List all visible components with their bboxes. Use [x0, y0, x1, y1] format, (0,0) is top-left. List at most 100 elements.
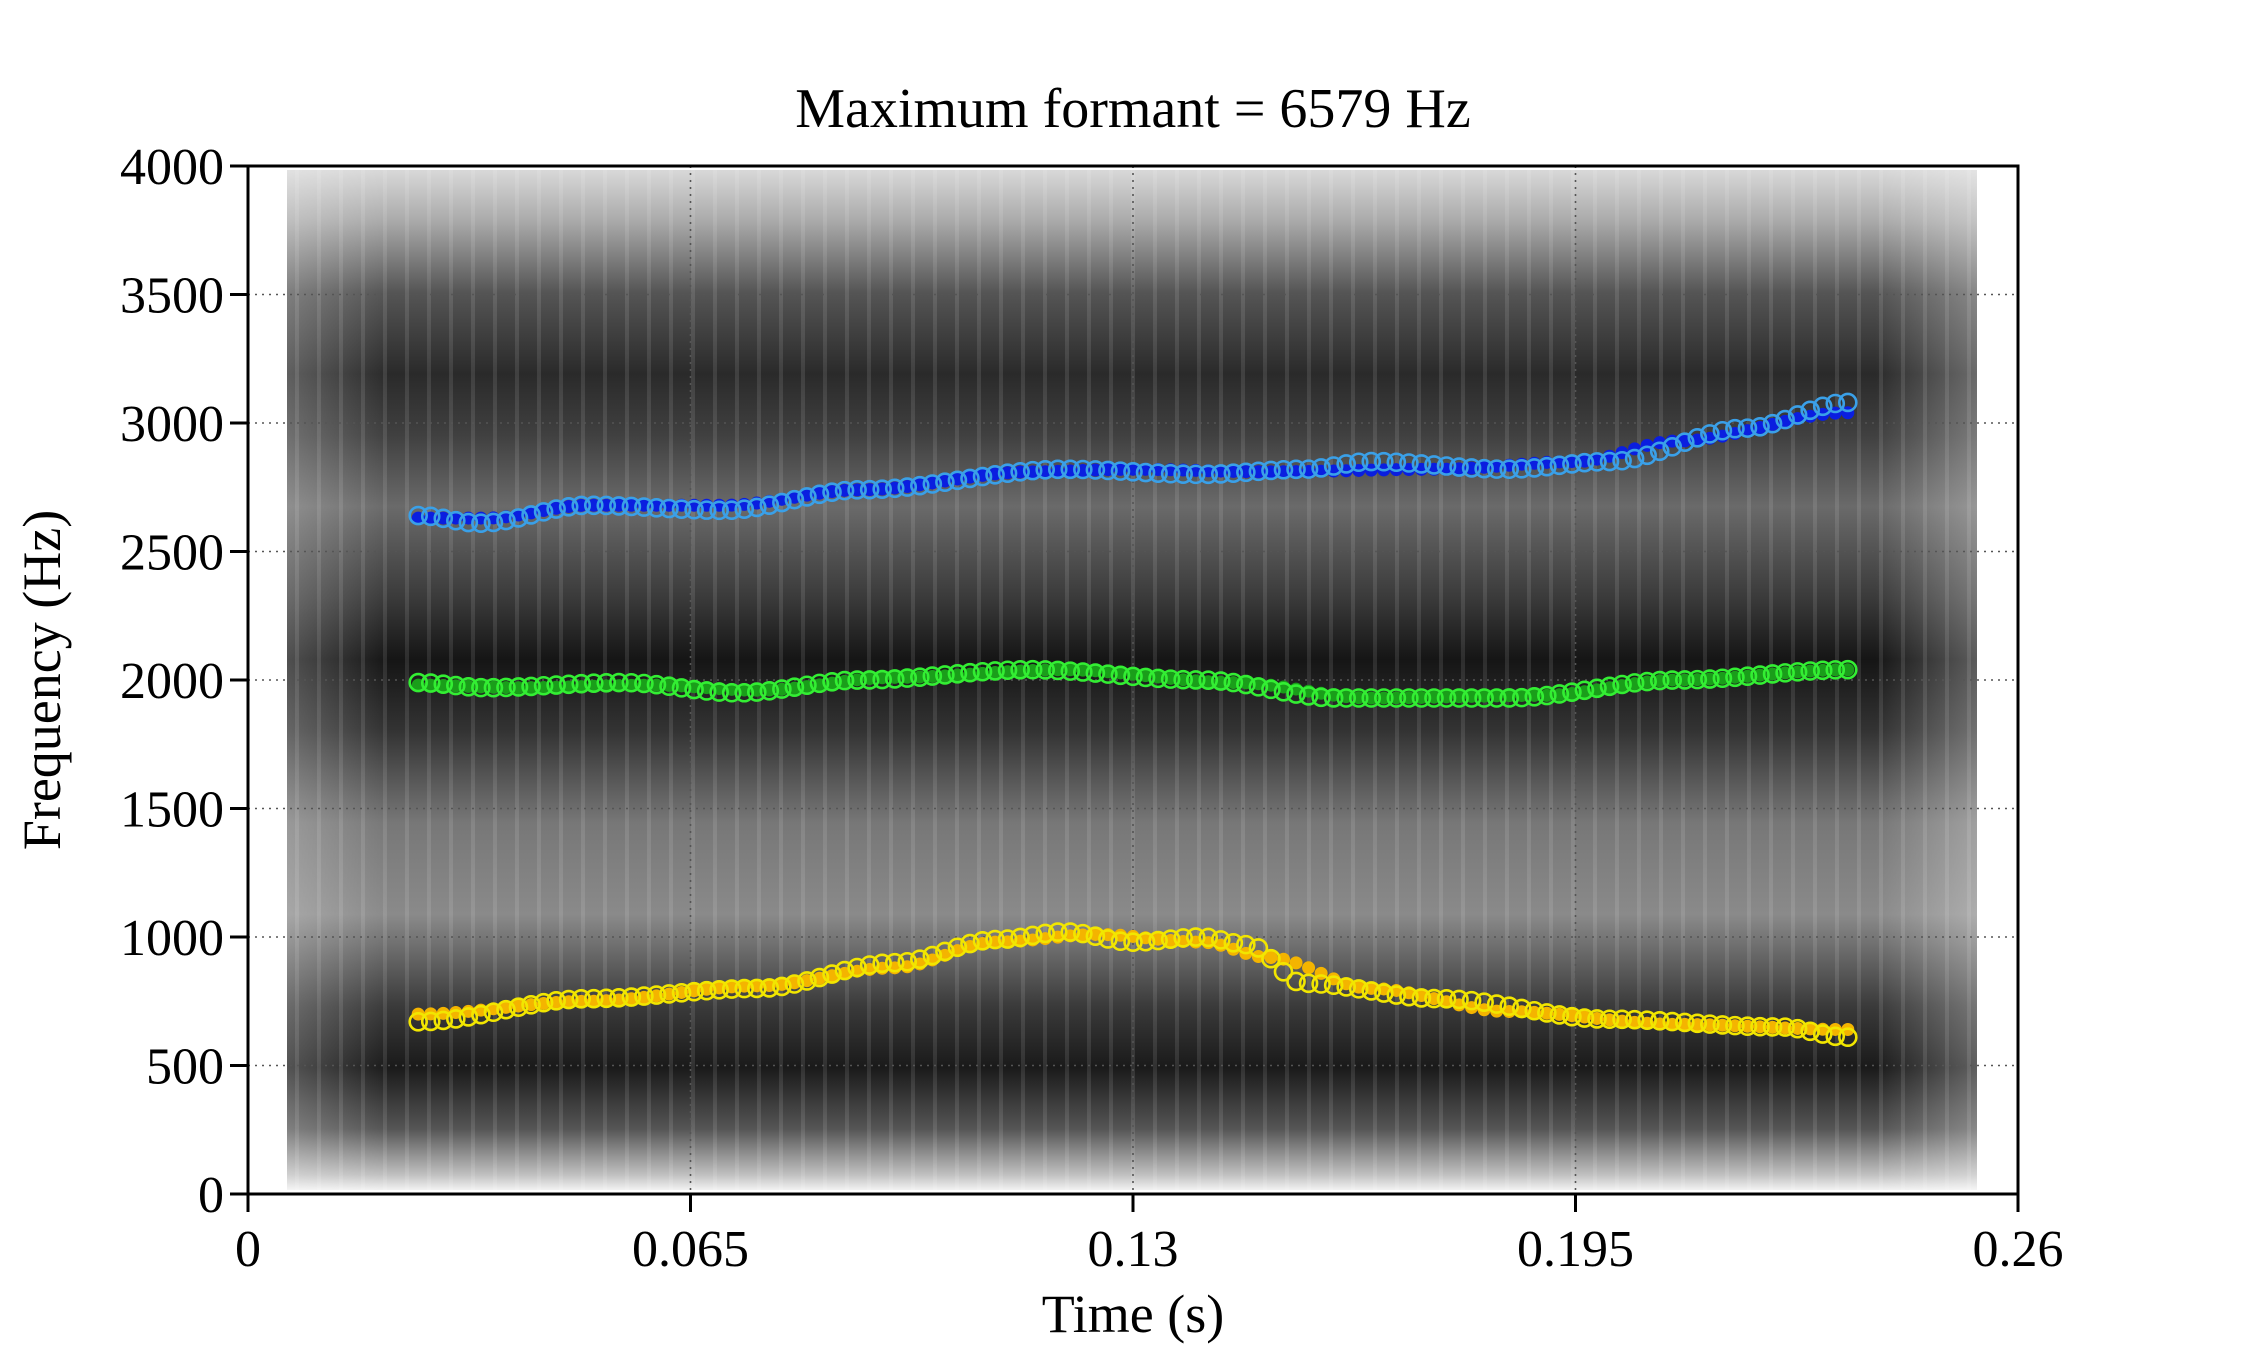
formant-point [696, 500, 717, 520]
formant-point [1511, 998, 1532, 1019]
formant-point [1674, 1012, 1695, 1033]
formant-point [1775, 1017, 1795, 1037]
formant-point [558, 674, 579, 695]
formant-point [1775, 663, 1795, 683]
formant-point [1298, 686, 1319, 706]
formant-point [721, 682, 742, 703]
formant-point [1449, 989, 1469, 1010]
formant-point [834, 960, 855, 981]
formant-point [1549, 684, 1570, 704]
formant-point [558, 989, 579, 1010]
formant-series [408, 659, 1858, 708]
formant-point [1022, 659, 1043, 680]
formant-point [1073, 459, 1093, 480]
formant-point [433, 1010, 454, 1031]
formant-point [659, 984, 679, 1004]
formant-point [1825, 393, 1846, 414]
formant-point [772, 679, 792, 699]
formant-point [521, 505, 541, 525]
formant-point [684, 499, 704, 520]
formant-point [1123, 462, 1143, 482]
formant-point [709, 682, 729, 702]
formant-point [433, 674, 454, 694]
formant-point [1411, 988, 1432, 1008]
formant-point [822, 964, 842, 984]
formant-point [446, 1009, 466, 1029]
formant-point [1449, 688, 1469, 708]
formant-point [1160, 929, 1181, 949]
formant-point [1123, 666, 1143, 687]
formant-point [1361, 688, 1382, 708]
formant-point [671, 499, 692, 519]
formant-point [1511, 459, 1532, 479]
formant-point [1662, 437, 1683, 457]
formant-point [1386, 452, 1407, 473]
formant-point [1549, 455, 1570, 476]
formant-point [1486, 459, 1507, 479]
formant-point [1712, 1015, 1733, 1035]
formant-point [621, 987, 642, 1007]
formant-point [1649, 1011, 1670, 1031]
formant-point [872, 953, 892, 974]
formant-point [947, 664, 968, 684]
formant-point [1787, 405, 1808, 425]
formant-point [1085, 926, 1106, 946]
formant-point [1574, 680, 1595, 701]
formant-point [922, 474, 943, 494]
formant-point [784, 677, 805, 698]
formant-point [910, 667, 930, 687]
formant-point [546, 675, 566, 695]
formant-point [960, 933, 980, 954]
formant-point [1800, 400, 1820, 421]
formant-point [721, 979, 742, 999]
formant-point [1449, 457, 1469, 477]
formant-point [1737, 666, 1758, 687]
formant-point [985, 661, 1005, 681]
formant-point [1499, 688, 1520, 708]
formant-point [797, 487, 817, 507]
formant-point [1812, 660, 1833, 681]
formant-point [1424, 455, 1444, 475]
formant-point [1762, 664, 1783, 684]
formant-point [972, 931, 993, 951]
formant-point [1210, 930, 1231, 950]
formant-point [1173, 464, 1193, 484]
formant-point [1110, 931, 1131, 952]
formant-point [1085, 663, 1106, 683]
formant-point [1374, 983, 1394, 1003]
formant-point [1499, 459, 1520, 480]
formant-point [884, 952, 905, 973]
formant-point [1248, 461, 1269, 482]
formant-point [496, 510, 516, 531]
formant-point [935, 665, 955, 685]
formant-point [1537, 1003, 1557, 1023]
formant-point [922, 945, 943, 966]
formant-point [1612, 674, 1632, 695]
formant-point [408, 672, 428, 693]
formant-point [746, 682, 767, 702]
formant-point [1725, 667, 1745, 688]
formant-point [583, 988, 604, 1009]
chart-title: Maximum formant = 6579 Hz [795, 78, 1470, 140]
formant-point [1047, 459, 1068, 480]
formant-point [746, 978, 767, 999]
formant-point [960, 468, 980, 489]
formant-point [759, 978, 780, 998]
formant-point [508, 677, 529, 697]
formant-point [1160, 463, 1181, 484]
formant-point [546, 991, 566, 1011]
formant-point [1035, 923, 1056, 944]
formant-point [822, 671, 842, 692]
formant-point [709, 979, 729, 1000]
formant-point [1812, 396, 1833, 417]
formant-point [696, 980, 717, 1001]
formant-point [433, 508, 454, 529]
formant-point [646, 674, 667, 695]
formant-point [571, 673, 592, 694]
formant-point [1311, 687, 1331, 708]
formant-point [910, 475, 930, 496]
y-tick-label: 2500 [120, 525, 224, 582]
formant-point [1374, 451, 1394, 472]
formant-point [809, 673, 830, 694]
formant-point [1436, 456, 1457, 476]
